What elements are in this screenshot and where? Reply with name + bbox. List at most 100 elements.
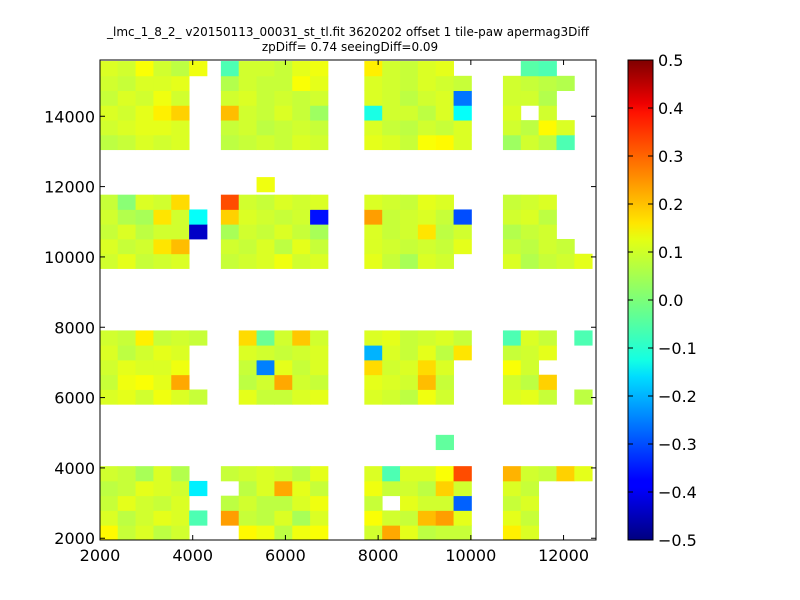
colorbar-tick-label: 0.3 [658,147,683,166]
heatmap-cell [453,330,472,346]
heatmap-cell [502,253,522,269]
heatmap-cell [502,345,522,361]
heatmap-cell [556,134,575,151]
heatmap-cell [538,209,557,225]
colorbar-tick-label: 0.0 [658,291,683,310]
heatmap-cell [153,466,172,482]
heatmap-cell [238,495,257,511]
heatmap-cell [382,345,401,361]
heatmap-cell [99,224,119,240]
heatmap-cell [117,134,136,151]
heatmap-cell [171,194,190,210]
heatmap-cell [153,90,172,106]
heatmap-cell [274,61,293,77]
heatmap-cell [189,61,208,77]
y-tick-label: 6000 [54,389,95,408]
heatmap-cell [435,330,454,346]
heatmap-cell [400,510,419,526]
heatmap-cell [310,224,329,240]
heatmap-cell [520,389,540,405]
heatmap-cell [400,134,419,151]
heatmap-cell [435,90,454,106]
heatmap-cell [171,466,190,482]
heatmap-cell [117,253,136,269]
heatmap-cell [153,495,172,511]
heatmap-cell [435,374,454,390]
heatmap-cell [117,209,136,225]
heatmap-cell [502,495,522,511]
heatmap-cell [99,238,119,255]
heatmap-cell [538,466,557,482]
colorbar-ticks: 0.5 0.4 0.3 0.2 0.1 0.0 −0.1 −0.2 −0.3 −0.4 −0.5 [628,51,697,550]
heatmap-cell [417,253,437,269]
heatmap-cell [153,480,172,497]
heatmap-cell [292,389,311,405]
heatmap-cell [382,480,401,497]
heatmap-cell [99,510,119,526]
heatmap-cell [382,224,401,240]
heatmap-cell [453,120,472,136]
heatmap-cell [310,120,329,136]
heatmap-cell [538,75,557,91]
heatmap-cell [135,105,154,121]
heatmap-cell [256,480,275,497]
heatmap-cell [400,359,419,376]
heatmap-cell [189,389,208,405]
heatmap-cell [135,374,154,390]
heatmap-cell [171,134,190,151]
heatmap-cell [238,120,257,136]
heatmap-cell [220,75,240,91]
colorbar-tick-label: 0.4 [658,99,683,118]
heatmap-cell [417,75,437,91]
heatmap-cell [99,480,119,497]
x-tick-label: 4000 [172,546,213,565]
plot-frame [99,59,597,541]
heatmap-cell [364,330,383,346]
heatmap-cell [238,61,257,77]
heatmap-cell [435,359,454,376]
heatmap-cell [520,134,540,151]
heatmap-cell [417,495,437,511]
heatmap-cell [364,90,383,106]
heatmap-cell [400,120,419,136]
heatmap-cell [153,253,172,269]
colorbar-tick-label: −0.1 [658,339,697,358]
heatmap-cell [153,209,172,225]
heatmap-cell [574,253,593,269]
heatmap-cell [292,510,311,526]
heatmap-cell [171,75,190,91]
heatmap-cell [520,345,540,361]
heatmap-cell [153,238,172,255]
heatmap-cell [520,525,540,541]
heatmap-cell [238,238,257,255]
heatmap-cell [538,253,557,269]
x-tick-label: 2000 [80,546,121,565]
heatmap-cell [153,389,172,405]
heatmap-cell [310,75,329,91]
heatmap-cell [435,224,454,240]
heatmap-cell [364,389,383,405]
heatmap-cell [274,345,293,361]
heatmap-cell [153,120,172,136]
heatmap-cell [435,253,454,269]
heatmap-cell [310,209,329,225]
heatmap-cell [292,480,311,497]
heatmap-cell [435,495,454,511]
heatmap-cell [171,238,190,255]
heatmap-cell [238,75,257,91]
heatmap-cell [171,120,190,136]
heatmap-cell [171,209,190,225]
heatmap-cell [117,238,136,255]
heatmap-cell [292,209,311,225]
heatmap-cell [364,120,383,136]
heatmap-cell [171,359,190,376]
heatmap-cell [238,105,257,121]
heatmap-cell [556,253,575,269]
heatmap-cell [417,134,437,151]
heatmap-cell [502,209,522,225]
heatmap-cell [238,525,257,541]
heatmap-cell [220,253,240,269]
heatmap-cell [117,105,136,121]
heatmap-cell [99,75,119,91]
heatmap-cell [153,75,172,91]
